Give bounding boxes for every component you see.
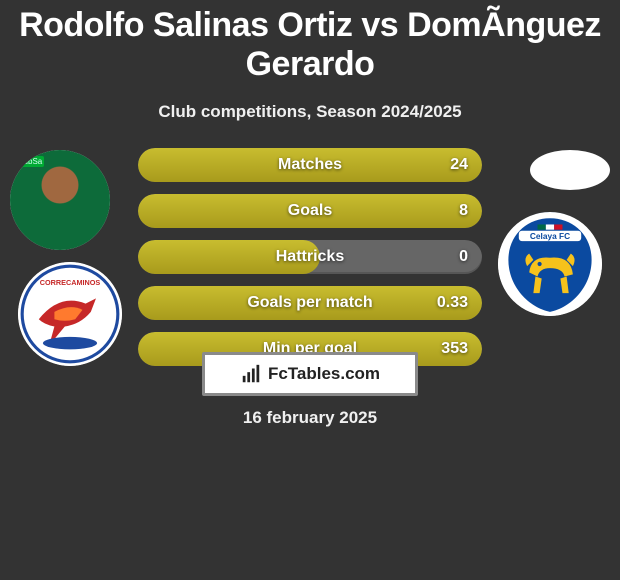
brand-badge: FcTables.com [202, 352, 418, 396]
player1-photo [10, 150, 110, 250]
stat-row: Hattricks 0 [138, 240, 482, 274]
player2-team-crest: Celaya FC [498, 212, 602, 316]
stat-fill [138, 240, 320, 274]
stat-row: Goals 8 [138, 194, 482, 228]
stat-row: Goals per match 0.33 [138, 286, 482, 320]
stat-fill [138, 148, 482, 182]
subtitle: Club competitions, Season 2024/2025 [0, 102, 620, 122]
comparison-panel: CORRECAMINOS Celaya FC [0, 140, 620, 480]
stat-row: Matches 24 [138, 148, 482, 182]
page-title: Rodolfo Salinas Ortiz vs DomÃ­nguez Gera… [0, 0, 620, 84]
bar-chart-icon [240, 363, 262, 385]
stat-fill [138, 194, 482, 228]
stat-bars: Matches 24 Goals 8 Hattricks 0 Goals per… [138, 148, 482, 378]
stat-value: 0 [459, 240, 468, 274]
snapshot-date: 16 february 2025 [0, 408, 620, 428]
brand-name: FcTables.com [268, 364, 380, 384]
player1-team-crest: CORRECAMINOS [18, 262, 122, 366]
player2-photo-placeholder [530, 150, 610, 190]
svg-text:CORRECAMINOS: CORRECAMINOS [40, 278, 101, 287]
stat-fill [138, 286, 482, 320]
svg-text:Celaya FC: Celaya FC [530, 231, 570, 241]
